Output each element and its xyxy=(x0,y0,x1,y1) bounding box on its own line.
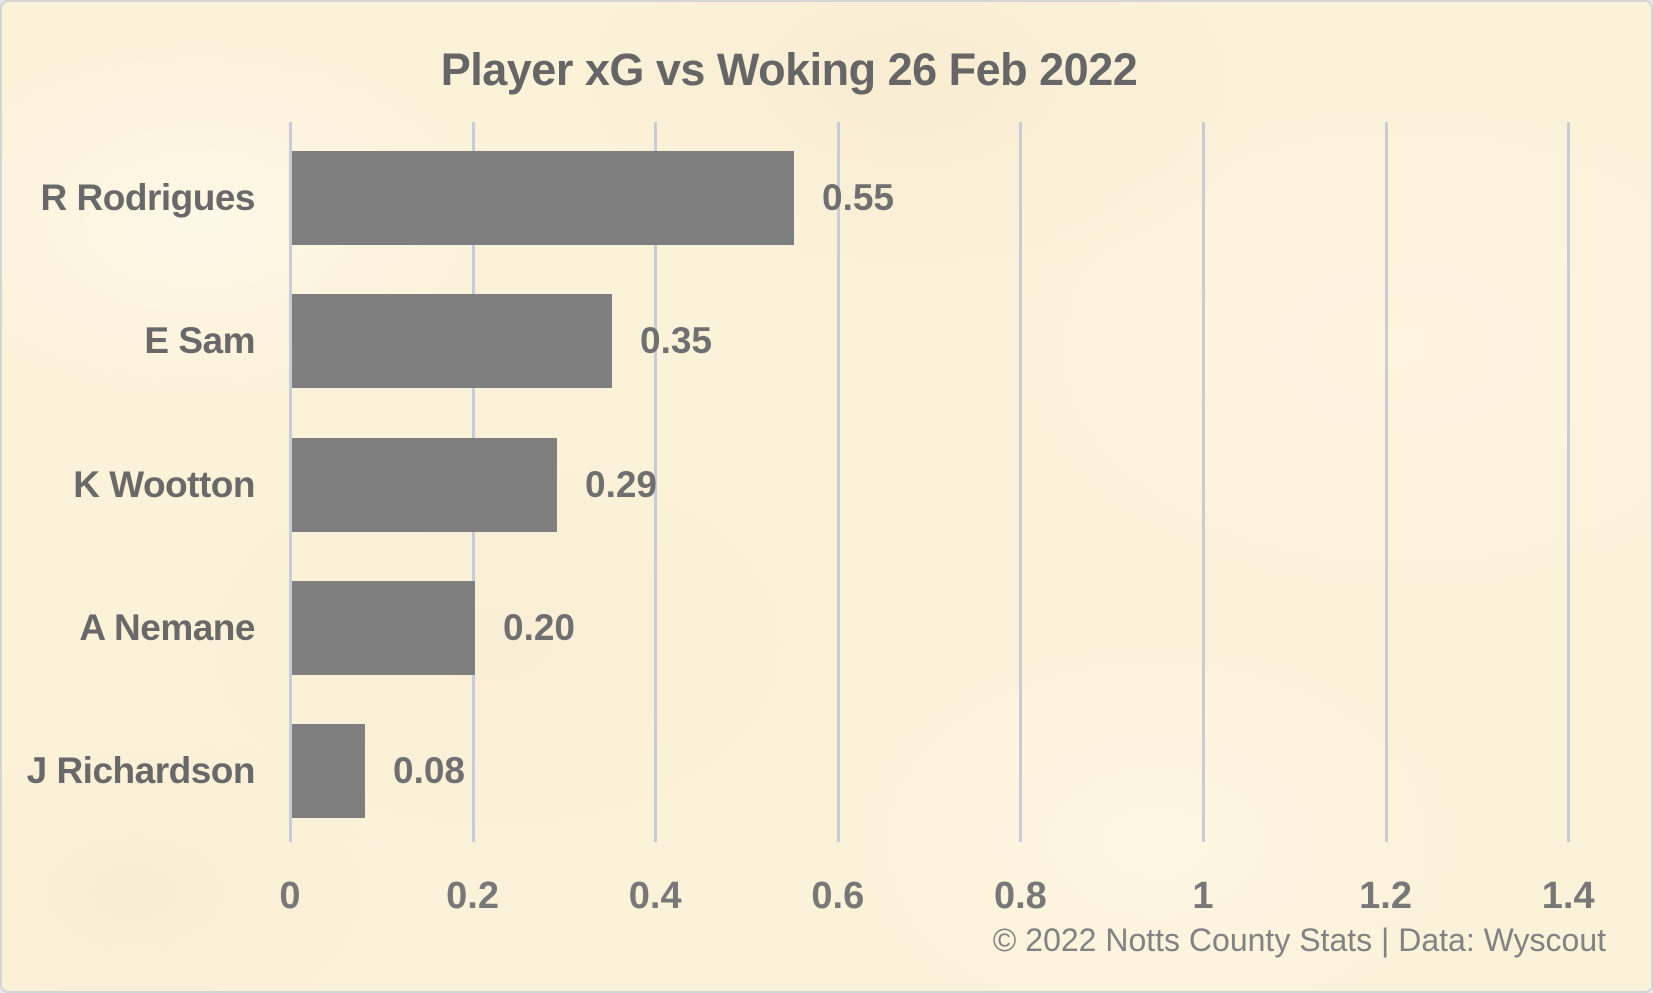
x-tick-label: 0.8 xyxy=(993,874,1047,917)
category-label: E Sam xyxy=(144,320,255,361)
chart-title: Player xG vs Woking 26 Feb 2022 xyxy=(440,44,1138,95)
category-label: A Nemane xyxy=(79,607,255,648)
gridline-x-0.6 xyxy=(836,122,840,842)
gridline-x-1 xyxy=(1202,122,1205,842)
bar-value-label: 0.29 xyxy=(585,464,658,505)
x-tick-label: 0.2 xyxy=(446,874,499,917)
bar-value-label: 0.20 xyxy=(503,607,576,648)
gridline-x-1.2 xyxy=(1384,122,1388,842)
x-tick-label: 1.2 xyxy=(1359,874,1412,917)
category-label: J Richardson xyxy=(26,750,256,791)
bar-value-label: 0.08 xyxy=(393,750,466,791)
bar-value-label: 0.35 xyxy=(640,320,713,361)
bar xyxy=(292,724,365,818)
bar xyxy=(292,581,475,675)
bar xyxy=(292,294,612,388)
x-tick-label: 0.4 xyxy=(628,874,682,917)
x-tick-label: 1 xyxy=(1192,874,1214,917)
bar xyxy=(292,151,794,245)
gridline-x-1.4 xyxy=(1567,122,1571,842)
x-tick-label: 0 xyxy=(279,874,301,917)
x-tick-label: 0.6 xyxy=(811,874,865,917)
bar xyxy=(292,438,557,532)
gridline-x-0.4 xyxy=(654,122,658,842)
credit-text: © 2022 Notts County Stats | Data: Wyscou… xyxy=(992,922,1606,958)
category-label: R Rodrigues xyxy=(40,177,256,218)
gridline-x-0.8 xyxy=(1019,122,1023,842)
category-label: K Wootton xyxy=(73,464,255,505)
bar-value-label: 0.55 xyxy=(822,177,895,218)
x-tick-label: 1.4 xyxy=(1541,874,1595,917)
gridline-x-0 xyxy=(289,122,292,842)
